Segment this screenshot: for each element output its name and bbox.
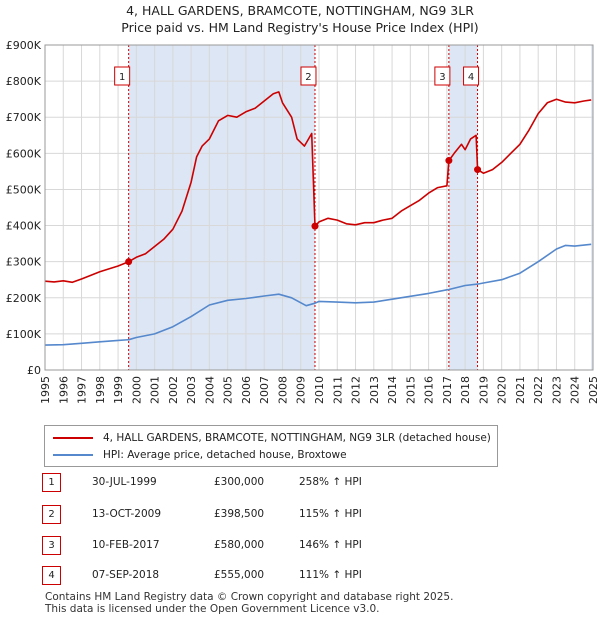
sale-point bbox=[125, 258, 133, 266]
sale-label-box: 3 bbox=[434, 66, 451, 86]
legend-hpi-swatch bbox=[53, 454, 93, 456]
x-tick-label: 2007 bbox=[258, 376, 271, 404]
x-tick-label: 2011 bbox=[331, 376, 344, 404]
sale-price: £555,000 bbox=[214, 569, 265, 581]
x-tick-label: 2020 bbox=[496, 376, 509, 404]
y-tick-label: £100K bbox=[6, 328, 42, 341]
sale-label-box: 1 bbox=[114, 66, 131, 86]
plot-border bbox=[44, 44, 594, 371]
y-tick-label: £500K bbox=[6, 183, 42, 196]
ownership-band bbox=[448, 45, 478, 370]
sale-point bbox=[445, 157, 453, 165]
sale-hpi-change: 146% ↑ HPI bbox=[299, 539, 362, 551]
x-tick-label: 1997 bbox=[76, 376, 89, 404]
x-tick-label: 2017 bbox=[441, 376, 454, 404]
sale-point bbox=[474, 166, 482, 174]
x-tick-label: 2019 bbox=[477, 376, 490, 404]
x-tick-label: 2004 bbox=[203, 376, 216, 404]
x-tick-label: 2012 bbox=[350, 376, 363, 404]
chart-subtitle: Price paid vs. HM Land Registry's House … bbox=[121, 20, 479, 35]
x-tick-label: 1998 bbox=[94, 376, 107, 404]
sale-date: 13-OCT-2009 bbox=[92, 508, 161, 520]
x-tick-label: 2024 bbox=[569, 376, 582, 404]
sale-label-text: 3 bbox=[439, 72, 445, 83]
legend: 4, HALL GARDENS, BRAMCOTE, NOTTINGHAM, N… bbox=[44, 425, 498, 467]
x-tick-label: 2025 bbox=[587, 376, 600, 404]
x-tick-label: 2006 bbox=[240, 376, 253, 404]
footer-license: This data is licensed under the Open Gov… bbox=[45, 603, 380, 615]
x-tick-label: 2001 bbox=[149, 376, 162, 404]
x-tick-label: 2010 bbox=[313, 376, 326, 404]
sale-label-border bbox=[114, 66, 131, 86]
y-tick-label: £0 bbox=[27, 364, 41, 377]
legend-price-label: 4, HALL GARDENS, BRAMCOTE, NOTTINGHAM, N… bbox=[103, 432, 491, 444]
y-tick-label: £800K bbox=[6, 75, 42, 88]
x-tick-label: 2003 bbox=[185, 376, 198, 404]
y-tick-label: £400K bbox=[6, 220, 42, 233]
sale-label-border bbox=[463, 66, 480, 86]
x-tick-label: 2000 bbox=[130, 376, 143, 404]
sale-hpi-change: 115% ↑ HPI bbox=[299, 508, 362, 520]
x-tick-label: 1995 bbox=[39, 376, 52, 404]
x-tick-label: 2005 bbox=[222, 376, 235, 404]
sale-date: 30-JUL-1999 bbox=[92, 476, 157, 488]
legend-item-price: 4, HALL GARDENS, BRAMCOTE, NOTTINGHAM, N… bbox=[53, 430, 491, 446]
y-tick-label: £900K bbox=[6, 39, 42, 52]
sale-label-border bbox=[300, 66, 317, 86]
sale-label-box: 4 bbox=[463, 66, 480, 86]
y-tick-label: £200K bbox=[6, 292, 42, 305]
x-tick-label: 2023 bbox=[550, 376, 563, 404]
x-tick-label: 2021 bbox=[514, 376, 527, 404]
sale-label-text: 1 bbox=[119, 72, 125, 83]
sale-point bbox=[311, 222, 319, 230]
hpi-line bbox=[44, 243, 592, 346]
sale-number-badge: 1 bbox=[42, 473, 61, 492]
x-tick-label: 2008 bbox=[276, 376, 289, 404]
x-tick-label: 1996 bbox=[57, 376, 70, 404]
sale-hpi-change: 258% ↑ HPI bbox=[299, 476, 362, 488]
legend-hpi-label: HPI: Average price, detached house, Brox… bbox=[103, 449, 347, 461]
y-tick-label: £600K bbox=[6, 147, 42, 160]
x-tick-label: 1999 bbox=[112, 376, 125, 404]
x-tick-label: 2022 bbox=[532, 376, 545, 404]
x-tick-label: 2018 bbox=[459, 376, 472, 404]
sale-label-border bbox=[434, 66, 451, 86]
x-tick-label: 2002 bbox=[167, 376, 180, 404]
sale-number-badge: 4 bbox=[42, 566, 61, 585]
sale-date: 10-FEB-2017 bbox=[92, 539, 160, 551]
sale-price: £580,000 bbox=[214, 539, 265, 551]
y-tick-label: £700K bbox=[6, 111, 42, 124]
y-tick-label: £300K bbox=[6, 256, 42, 269]
sale-date: 07-SEP-2018 bbox=[92, 569, 160, 581]
x-tick-label: 2015 bbox=[404, 376, 417, 404]
x-tick-label: 2009 bbox=[295, 376, 308, 404]
footer-copyright: Contains HM Land Registry data © Crown c… bbox=[45, 591, 454, 603]
sale-number-badge: 2 bbox=[42, 505, 61, 524]
chart-title: 4, HALL GARDENS, BRAMCOTE, NOTTINGHAM, N… bbox=[126, 3, 474, 18]
price-paid-line bbox=[44, 91, 592, 284]
legend-item-hpi: HPI: Average price, detached house, Brox… bbox=[53, 447, 347, 463]
ownership-band bbox=[128, 45, 315, 370]
sale-price: £398,500 bbox=[214, 508, 265, 520]
ownership-band bbox=[591, 45, 593, 370]
x-tick-label: 2016 bbox=[423, 376, 436, 404]
sale-number-badge: 3 bbox=[42, 536, 61, 555]
legend-price-swatch bbox=[53, 437, 93, 439]
sale-label-text: 2 bbox=[305, 72, 311, 83]
price-chart: 1 2 3 4 £0 £100K £200K £300K £400K £500K £600K £700… bbox=[6, 39, 600, 404]
sale-price: £300,000 bbox=[214, 476, 265, 488]
sale-label-box: 2 bbox=[300, 66, 317, 86]
sale-label-text: 4 bbox=[468, 72, 474, 83]
x-tick-label: 2014 bbox=[386, 376, 399, 404]
sale-hpi-change: 111% ↑ HPI bbox=[299, 569, 362, 581]
x-tick-label: 2013 bbox=[368, 376, 381, 404]
